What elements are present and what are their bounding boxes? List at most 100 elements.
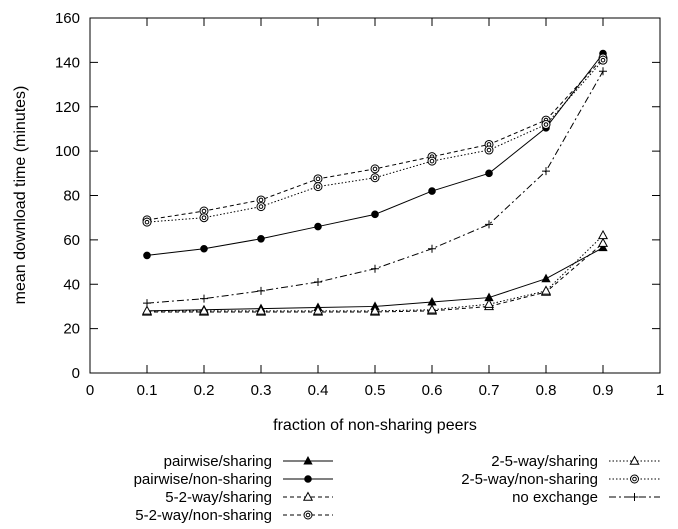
data-point [541,120,551,129]
data-point [485,169,493,178]
marker-ring-inner [305,512,311,518]
y-tick-label: 100 [55,143,80,160]
data-point [597,237,609,247]
data-point [427,156,437,166]
marker-ring-outer [142,217,152,227]
x-tick-label: 0.7 [479,382,500,399]
x-tick-label: 0.3 [251,382,272,399]
series-5-2-way-non-sharing [142,53,608,225]
y-tick-label: 0 [72,365,80,382]
plot-border [89,17,661,374]
legend-marker [303,510,313,520]
data-point [542,167,550,176]
data-point [370,173,380,183]
marker-ring-outer [199,213,209,223]
data-point [371,264,379,273]
series-line [146,59,604,223]
marker-ring-outer [370,173,380,183]
data-point [597,229,609,240]
x-axis-label: fraction of non-sharing peers [273,417,477,434]
marker-ring-outer [303,510,313,520]
legend-marker [630,474,639,484]
legend-marker [302,491,314,501]
data-point [598,55,608,65]
y-tick-label: 40 [63,276,80,293]
marker-ring-outer [630,474,639,484]
marker-ring-outer [313,174,323,184]
legend-entry: 2-5-way/non-sharing [461,471,660,488]
legend-label: 5-2-way/sharing [165,489,272,506]
marker-ring-outer [256,202,266,212]
data-point [257,286,265,295]
data-point [141,305,153,315]
marker-ring-inner [486,147,492,153]
data-point [371,210,379,219]
data-point [199,213,209,223]
x-tick-label: 0.2 [194,382,215,399]
series-2-5-way-sharing [141,229,609,315]
data-point [428,244,436,253]
x-tick-label: 0.5 [365,382,386,399]
series-2-5-way-non-sharing [142,55,608,227]
data-point [142,217,152,227]
series-lines [141,49,609,316]
legend-label: pairwise/non-sharing [134,471,272,488]
x-tick-label: 0.4 [308,382,329,399]
y-tick-label: 60 [63,232,80,249]
data-point [484,145,494,155]
marker-ring-inner [600,57,606,63]
data-point [485,220,493,229]
data-point [257,234,265,243]
x-tick-label: 0 [86,382,94,399]
legend-marker [303,455,313,465]
marker-ring-inner [258,204,264,209]
marker-ring-inner [315,184,321,189]
series-line [146,57,604,221]
series-pairwise-non-sharing [143,49,607,260]
data-point [313,174,323,184]
data-point [483,298,495,308]
series-no-exchange [143,67,607,308]
marker-ring-outer [370,164,380,174]
data-point [369,305,381,315]
data-point [313,182,323,192]
x-tick-label: 1 [656,382,664,399]
x-tick-label: 0.1 [137,382,158,399]
marker-ring-inner [315,176,321,182]
axis-ticks: 0 0.1 0.2 0.3 0.4 0.5 0.6 0.7 0.8 0.9 1 0 20 40 60 80 10… [55,10,664,399]
legend-label: 2-5-way/sharing [491,453,598,470]
y-tick-label: 160 [55,10,80,27]
legend-label: no exchange [512,489,598,506]
legend-entry: 5-2-way/non-sharing [135,507,333,524]
legend-label: pairwise/sharing [164,453,272,470]
marker-ring-outer [541,120,551,129]
legend-label: 5-2-way/non-sharing [135,507,272,524]
data-point [198,305,210,315]
data-point [314,278,322,287]
legend: pairwise/sharingpairwise/non-sharing5-2-… [134,453,660,524]
legend-entry: pairwise/sharing [164,453,333,470]
x-tick-label: 0.8 [536,382,557,399]
marker-ring-inner [372,166,378,172]
data-point [312,305,324,315]
marker-ring-inner [632,476,637,482]
y-axis-label: mean download time (minutes) [12,86,29,305]
data-point [428,187,436,195]
legend-marker [630,493,639,501]
marker-ring-outer [484,145,494,155]
data-point [541,273,551,283]
legend-entry: pairwise/non-sharing [134,471,333,488]
y-tick-label: 80 [63,188,80,205]
legend-entry: no exchange [512,489,660,506]
data-point [255,305,267,315]
legend-marker [304,475,312,483]
x-tick-label: 0.6 [422,382,443,399]
y-tick-label: 20 [63,321,80,338]
legend-entry: 2-5-way/sharing [491,453,660,470]
data-point [540,285,552,295]
data-point [256,202,266,212]
data-point [143,299,151,308]
marker-ring-outer [598,55,608,65]
y-tick-label: 140 [55,54,80,71]
